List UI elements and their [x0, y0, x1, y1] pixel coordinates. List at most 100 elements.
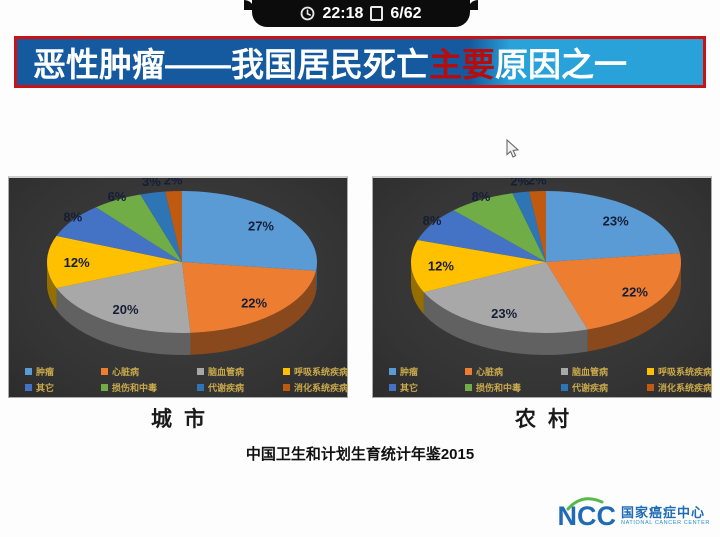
pie-slice-其它 — [417, 210, 546, 262]
legend-swatch — [561, 368, 568, 375]
legend-swatch — [25, 368, 32, 375]
page-icon — [370, 6, 384, 21]
legend-swatch — [389, 368, 396, 375]
pie-slice-代谢疾病 — [512, 191, 546, 262]
legend-item: 消化系统疾病 — [283, 381, 348, 394]
legend-swatch — [101, 368, 108, 375]
slide-title-text-tail: 原因之一 — [495, 46, 627, 83]
ncc-swoosh-icon — [566, 497, 603, 511]
pie-slice-消化系统疾病 — [165, 191, 182, 262]
legend-label: 心脏病 — [112, 367, 140, 377]
pie-data-label: 23% — [491, 306, 517, 321]
legend-label: 脑血管病 — [572, 367, 609, 377]
legend-item: 肿瘤 — [25, 365, 101, 378]
legend-label: 呼吸系统疾病 — [658, 367, 713, 377]
legend-label: 心脏病 — [476, 367, 504, 377]
pie-slice-损伤和中毒 — [95, 194, 182, 262]
status-pill[interactable]: 22:18 6/62 — [244, 0, 478, 27]
slide-title-text: 恶性肿瘤——我国居民死亡 — [33, 46, 429, 83]
legend-label: 消化系统疾病 — [294, 383, 349, 393]
chart-panel-rural: 23% 22% 23% 12% 8% 8% 2% 2% 肿瘤 心脏病 脑血管病 呼吸系统疾病 其它 损伤… — [372, 176, 712, 398]
pie-data-label: 22% — [241, 295, 267, 310]
pie-slice-side — [423, 292, 588, 355]
legend-item: 脑血管病 — [197, 365, 283, 378]
pie-data-label: 2% — [528, 178, 547, 187]
clock-icon — [301, 6, 315, 21]
source-citation: 中国卫生和计划生育统计年鉴2015 — [245, 446, 475, 463]
legend-item: 损伤和中毒 — [465, 381, 561, 394]
legend-item: 代谢疾病 — [197, 381, 283, 394]
legend-item: 其它 — [389, 381, 465, 394]
pie-slice-代谢疾病 — [140, 191, 182, 262]
slide-title-highlight: 主要 — [429, 46, 495, 83]
ncc-logo-name-en: NATIONAL CANCER CENTER — [621, 520, 710, 527]
caption-rural: 农村 — [515, 408, 581, 431]
pie-data-label: 2% — [164, 178, 183, 187]
legend-swatch — [389, 384, 396, 391]
time-text: 22:18 — [322, 4, 364, 22]
legend-swatch — [561, 384, 568, 391]
pie-slice-损伤和中毒 — [453, 193, 546, 262]
chart-panel-urban: 27% 22% 20% 12% 8% 6% 3% 2% 肿瘤 心脏病 脑血管病 呼吸系统疾病其它 损伤… — [8, 176, 348, 398]
pie-slice-消化系统疾病 — [529, 191, 546, 262]
pie-data-label: 6% — [108, 189, 127, 204]
ncc-logo: NCC 国家癌症中心 NATIONAL CANCER CENTER — [557, 497, 711, 531]
pie-data-label: 8% — [63, 209, 82, 224]
pie-data-label: 3% — [142, 178, 161, 189]
pie-data-label: 12% — [64, 255, 90, 270]
pie-data-label: 12% — [428, 258, 454, 273]
legend-swatch — [197, 384, 204, 391]
legend-rural: 肿瘤 心脏病 脑血管病 呼吸系统疾病其它 损伤和中毒 代谢疾病 消化系统疾病 — [389, 365, 712, 394]
mouse-cursor — [506, 139, 520, 158]
pie-slice-脑血管病 — [423, 262, 588, 333]
legend-item: 消化系统疾病 — [647, 381, 712, 394]
caption-urban: 城市 — [151, 408, 217, 431]
pie-chart-rural: 23% 22% 23% 12% 8% 8% 2%2% — [411, 178, 681, 355]
pie-slice-side — [587, 262, 681, 352]
legend-swatch — [283, 368, 290, 375]
legend-item: 心脏病 — [101, 365, 197, 378]
pie-slice-肿瘤 — [182, 191, 317, 271]
legend-item: 呼吸系统疾病 — [647, 365, 712, 378]
legend-label: 其它 — [36, 383, 55, 393]
pie-data-label: 27% — [248, 218, 274, 233]
legend-swatch — [647, 368, 654, 375]
pie-data-label: 20% — [113, 302, 139, 317]
pie-data-label: 8% — [423, 213, 442, 228]
page-indicator: 6/62 — [390, 4, 422, 22]
pie-data-label: 22% — [622, 285, 648, 300]
pie-slice-side — [411, 262, 424, 315]
legend-label: 代谢疾病 — [208, 383, 245, 393]
legend-label: 肿瘤 — [400, 367, 419, 377]
ncc-logo-names: 国家癌症中心 NATIONAL CANCER CENTER — [621, 506, 710, 527]
legend-label: 其它 — [400, 383, 419, 393]
legend-item: 损伤和中毒 — [101, 381, 197, 394]
legend-label: 脑血管病 — [208, 367, 245, 377]
ncc-logo-text: NCC — [557, 501, 617, 531]
pie-slice-心脏病 — [182, 262, 316, 333]
pie-slice-side — [315, 262, 317, 293]
pie-data-label: 8% — [472, 189, 491, 204]
legend-label: 呼吸系统疾病 — [294, 367, 349, 377]
legend-swatch — [465, 384, 472, 391]
legend-label: 损伤和中毒 — [112, 383, 158, 393]
legend-swatch — [283, 384, 290, 391]
legend-label: 代谢疾病 — [572, 383, 609, 393]
pie-slice-呼吸系统疾病 — [47, 235, 183, 289]
legend-label: 损伤和中毒 — [476, 383, 522, 393]
pie-slice-呼吸系统疾病 — [411, 240, 546, 293]
pie-data-label: 23% — [603, 213, 629, 228]
ncc-logo-name-cn: 国家癌症中心 — [621, 505, 706, 521]
slide-title-banner: 恶性肿瘤——我国居民死亡 主要 原因之一 — [14, 36, 706, 88]
legend-label: 肿瘤 — [36, 367, 55, 377]
pie-slice-side — [47, 262, 57, 311]
pie-slice-肿瘤 — [546, 191, 680, 262]
legend-swatch — [101, 384, 108, 391]
legend-item: 呼吸系统疾病 — [283, 365, 348, 378]
legend-swatch — [647, 384, 654, 391]
pie-slice-side — [190, 270, 316, 355]
pie-slice-其它 — [56, 207, 182, 262]
legend-item: 脑血管病 — [561, 365, 647, 378]
legend-swatch — [197, 368, 204, 375]
